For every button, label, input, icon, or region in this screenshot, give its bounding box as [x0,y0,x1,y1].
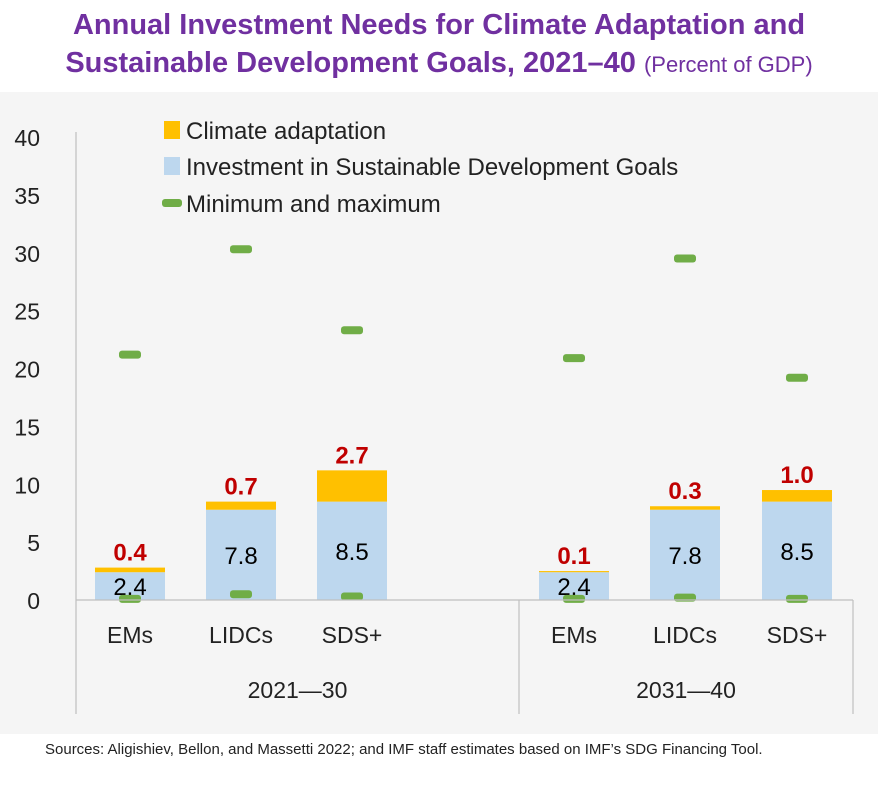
title-line-2-text: Sustainable Development Goals, 2021–40 [65,47,636,79]
bar-adaptation [762,490,832,502]
title-unit: (Percent of GDP) [643,52,813,77]
y-tick-label: 20 [14,357,40,383]
x-tick-label: SDS+ [322,622,383,648]
title-line-1: Annual Investment Needs for Climate Adap… [72,9,806,41]
data-label-sdg: 7.8 [224,543,257,570]
data-label-sdg: 8.5 [780,539,813,566]
bar-sdg [206,509,276,600]
min-marker [341,592,363,601]
min-marker [230,590,252,599]
y-tick-label: 0 [27,588,40,614]
bar-sdg [317,501,387,600]
data-label-adaptation: 0.3 [668,478,701,505]
data-label-sdg: 8.5 [335,539,368,566]
bar-adaptation [317,470,387,502]
legend-label: Minimum and maximum [186,191,441,218]
chart-area: 0 5 10 15 20 25 30 35 40 2.4 0.4 7.8 0.7 8.5 2.7 2.4 0.1… [0,92,878,734]
legend-swatch-adaptation [164,121,180,139]
y-tick-label: 40 [14,125,40,151]
max-marker [119,350,141,359]
x-tick-label: EMs [551,622,597,648]
y-tick-label: 35 [14,183,40,209]
bar-sdg [650,509,720,600]
min-marker [119,594,141,603]
data-label-sdg: 7.8 [668,543,701,570]
legend-label: Investment in Sustainable Development Go… [186,154,678,181]
x-tick-label: LIDCs [209,622,273,648]
max-marker [341,326,363,335]
bar-adaptation [539,571,609,573]
legend-swatch-sdg [164,157,180,175]
sources-note: Sources: Aligishiev, Bellon, and Massett… [45,741,763,758]
bar-adaptation [206,501,276,510]
max-marker [674,254,696,263]
y-tick-label: 30 [14,241,40,267]
bar-adaptation [650,506,720,510]
max-marker [563,354,585,363]
data-label-adaptation: 0.1 [557,543,590,570]
x-tick-label: SDS+ [767,622,828,648]
data-label-adaptation: 0.4 [113,540,147,567]
legend-marker-minmax [162,199,182,207]
max-marker [786,373,808,382]
max-marker [230,245,252,254]
x-tick-label: LIDCs [653,622,717,648]
data-label-adaptation: 2.7 [335,442,368,469]
title-line-2: Sustainable Development Goals, 2021–40 (… [0,44,878,84]
y-tick-label: 25 [14,299,40,325]
chart-title: Annual Investment Needs for Climate Adap… [0,6,878,84]
data-label-adaptation: 1.0 [780,462,813,489]
data-label-adaptation: 0.7 [224,474,257,501]
group-label: 2031—40 [636,677,736,703]
y-tick-label: 15 [14,414,40,440]
min-marker [563,594,585,603]
legend-label: Climate adaptation [186,118,386,145]
x-tick-label: EMs [107,622,153,648]
y-tick-label: 10 [14,472,40,498]
min-marker [786,594,808,603]
y-tick-label: 5 [27,530,40,556]
group-label: 2021—30 [248,677,348,703]
bar-adaptation [95,567,165,573]
bar-sdg [762,501,832,600]
